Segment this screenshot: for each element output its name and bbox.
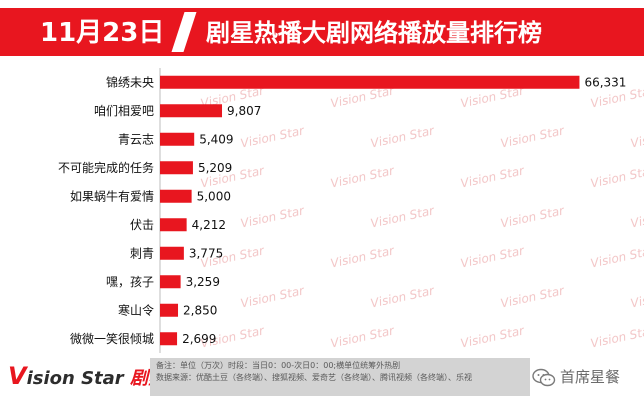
category-label: 青云志 xyxy=(118,132,154,146)
value-label: 4,212 xyxy=(192,218,226,232)
header-date: 11月23日 xyxy=(40,18,165,48)
value-label: 5,000 xyxy=(197,189,231,203)
value-label: 5,209 xyxy=(198,161,232,175)
value-label: 9,807 xyxy=(227,104,261,118)
category-label: 寒山令 xyxy=(118,302,154,317)
category-label: 伏击 xyxy=(130,218,154,232)
value-label: 3,775 xyxy=(189,246,223,260)
wechat-account: 首席星餐 xyxy=(532,364,620,390)
chart-header: 11月23日 剧星热播大剧网络播放量排行榜 xyxy=(0,0,644,60)
value-label: 3,259 xyxy=(186,275,220,289)
wechat-icon xyxy=(532,368,556,386)
bar-chart: 锦绣未央 66,331 咱们相爱吧 9,807 青云志 5,409 不可能完成的任务 5,20… xyxy=(58,68,626,353)
bar xyxy=(160,132,195,146)
bar xyxy=(160,104,223,118)
bar xyxy=(160,189,192,203)
value-label: 66,331 xyxy=(584,75,626,89)
wechat-label: 首席星餐 xyxy=(560,368,621,386)
category-label: 微微一笑很倾城 xyxy=(70,331,154,346)
note-line-1: 备注：单位（万次）时段：当日0：00-次日0：00;横单位统筹外热剧 xyxy=(156,361,401,370)
category-label: 锦绣未央 xyxy=(106,75,154,89)
bar xyxy=(160,332,178,346)
category-label: 如果蜗牛有爱情 xyxy=(70,188,154,203)
header-bar: 11月23日 剧星热播大剧网络播放量排行榜 xyxy=(0,8,644,56)
bar xyxy=(160,246,184,260)
header-divider xyxy=(171,12,197,52)
source-note: 备注：单位（万次）时段：当日0：00-次日0：00;横单位统筹外热剧 数据来源：… xyxy=(150,358,530,396)
category-label: 嘿，孩子 xyxy=(106,275,154,289)
bar xyxy=(160,218,187,232)
bar xyxy=(160,161,193,175)
bar xyxy=(160,75,580,89)
value-label: 2,699 xyxy=(182,332,216,346)
note-line-2: 数据来源：优酷土豆（各终端）、搜狐视频、爱奇艺（各终端）、腾讯视频（各终端）、乐… xyxy=(156,373,472,382)
value-label: 5,409 xyxy=(199,132,233,146)
value-label: 2,850 xyxy=(183,303,217,317)
bar xyxy=(160,303,179,317)
category-label: 刺青 xyxy=(130,246,154,260)
category-label: 咱们相爱吧 xyxy=(94,103,154,118)
chart-title: 剧星热播大剧网络播放量排行榜 xyxy=(206,19,542,47)
category-label: 不可能完成的任务 xyxy=(58,160,154,175)
bar xyxy=(160,275,181,289)
chart-footer: Vision Star 剧星传媒 备注：单位（万次）时段：当日0：00-次日0：… xyxy=(0,356,644,404)
